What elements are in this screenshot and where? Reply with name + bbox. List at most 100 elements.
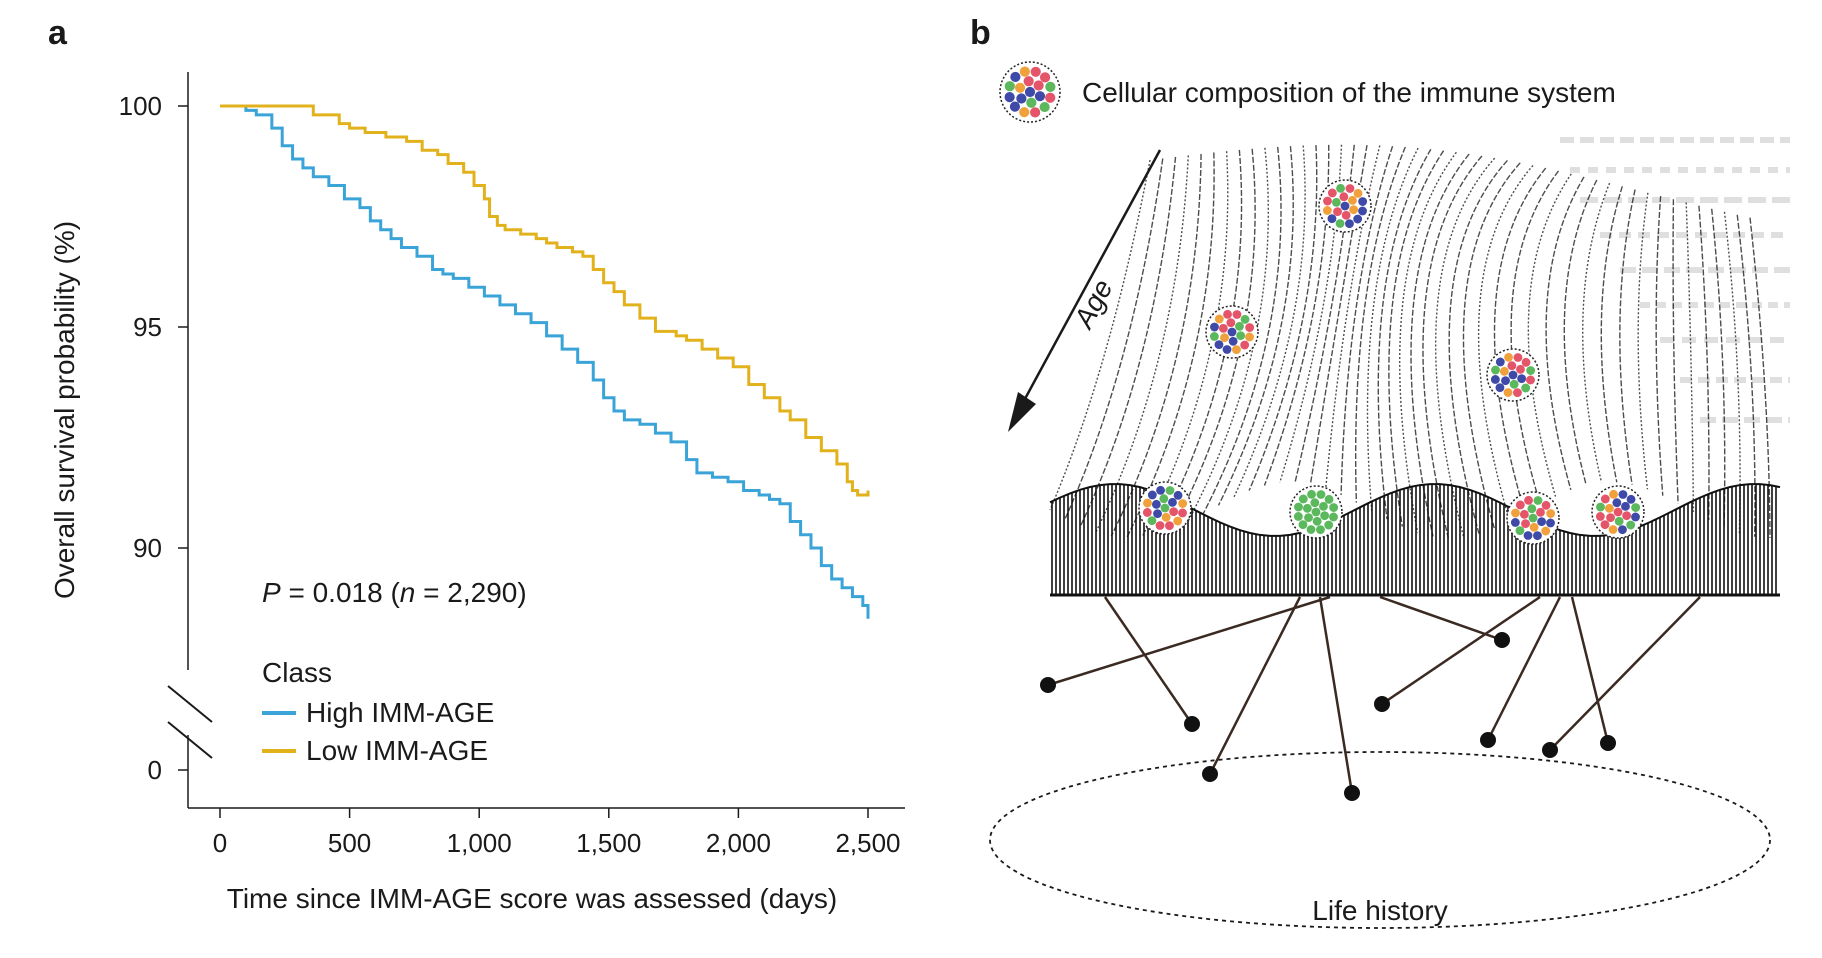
legend-label: Low IMM-AGE: [306, 735, 488, 766]
cell-dot: [1235, 321, 1244, 331]
waddington-surface: [1049, 144, 1771, 539]
surface-line: [1354, 146, 1406, 503]
surface-line: [1388, 150, 1445, 527]
cell-dot: [1302, 503, 1312, 513]
cell-dot: [1499, 366, 1509, 376]
age-label: Age: [1067, 274, 1119, 334]
cell-dot: [1353, 214, 1363, 224]
life-event-node: [1480, 732, 1496, 748]
x-tick-label: 2,000: [706, 828, 771, 858]
cell-dot: [1519, 509, 1529, 519]
cell-dot: [1331, 197, 1341, 207]
cell-dot: [1533, 531, 1542, 541]
cell-dot: [1521, 383, 1531, 393]
cell-dot: [1524, 495, 1533, 505]
life-history-connectors: [1040, 595, 1701, 801]
surface-line: [1619, 189, 1636, 485]
cell-dot: [1503, 388, 1513, 397]
x-ticks: 0 500 1,000 1,500 2,000 2,500: [213, 808, 901, 858]
cell-dot: [1210, 322, 1219, 332]
cell-dot: [1504, 352, 1513, 362]
age-arrow-head: [1008, 392, 1036, 432]
cell-dot: [1515, 500, 1525, 510]
cell-dot: [1214, 340, 1224, 350]
cell-dot: [1613, 507, 1623, 517]
surface-line: [1493, 167, 1547, 514]
landscape-cell: [1506, 491, 1560, 545]
landscape-cell: [1591, 485, 1645, 539]
cell-dot: [1324, 520, 1334, 530]
surface-line: [1410, 153, 1470, 537]
cell-dot: [1159, 494, 1169, 504]
life-event-node: [1184, 716, 1200, 732]
connector-line: [1381, 595, 1541, 706]
connector-line: [1549, 596, 1701, 751]
cell-dot: [1232, 310, 1242, 319]
surface-line: [1448, 159, 1508, 534]
surface-line: [1202, 146, 1282, 515]
cell-dot: [1606, 513, 1615, 523]
connector-line: [1208, 596, 1302, 775]
cell-dot: [1223, 309, 1232, 319]
cell-dot: [1155, 521, 1165, 530]
cell-dot: [1358, 206, 1367, 216]
cell-dot: [1541, 500, 1551, 510]
cell-dot: [1316, 490, 1326, 499]
y-ticks: 0 90 95 100: [119, 91, 188, 785]
landscape-cell: [1205, 305, 1259, 359]
cell-dot: [1495, 357, 1505, 367]
p-value: = 0.018 (: [281, 577, 401, 608]
surface-line: [1711, 208, 1726, 528]
connector-line: [1379, 595, 1503, 642]
cell-dot: [1546, 509, 1556, 518]
panel-label-a: a: [48, 14, 67, 52]
cell-dot: [1312, 516, 1322, 526]
surface-line: [1217, 146, 1294, 506]
cell-dot: [1019, 107, 1030, 118]
surface-line: [1340, 145, 1394, 495]
cell-dot: [1329, 512, 1338, 522]
cell-dot: [1339, 192, 1349, 202]
surface-line: [1685, 202, 1695, 512]
surface-line: [1582, 182, 1611, 483]
surface-line: [1698, 205, 1710, 521]
cell-dot: [1322, 206, 1332, 215]
cell-dot: [1214, 314, 1224, 324]
cell-dot: [1143, 498, 1152, 508]
cell-dot: [1220, 333, 1229, 343]
surface-line: [1110, 153, 1202, 537]
cell-dot: [1612, 498, 1622, 508]
surface-line: [1064, 158, 1164, 519]
cell-dot: [1509, 379, 1519, 389]
y-axis-title: Overall survival probability (%): [49, 221, 80, 599]
cell-dot: [1618, 490, 1628, 499]
cell-dot: [1311, 507, 1321, 517]
axis-break-mark-2: [167, 721, 213, 759]
n-value: = 2,290): [415, 577, 526, 608]
cell-dot: [1521, 519, 1530, 529]
surface-line: [1462, 162, 1521, 529]
cell-dot: [1510, 518, 1520, 527]
connector-line: [1318, 596, 1354, 794]
x-tick-label: 1,000: [447, 828, 512, 858]
legend-label: High IMM-AGE: [306, 697, 494, 728]
life-event-node: [1374, 696, 1390, 712]
cell-dot: [1142, 508, 1152, 517]
cell-dot: [1010, 71, 1021, 83]
cell-dot: [1245, 323, 1255, 332]
cell-dot: [1323, 196, 1332, 206]
cell-dot: [1039, 72, 1051, 83]
cell-dot: [1161, 512, 1171, 522]
cell-dot: [1604, 503, 1614, 513]
cell-dot: [1596, 502, 1605, 512]
cell-dot: [1600, 520, 1610, 530]
surface-line: [1749, 217, 1771, 539]
cell-dot: [1358, 197, 1368, 206]
connector-line: [1047, 595, 1331, 687]
cell-dot: [1304, 513, 1313, 523]
cell-dot: [1340, 201, 1350, 211]
cell-dot: [1147, 516, 1157, 526]
cell-composition-icon: [999, 61, 1061, 123]
cell-dot: [1626, 494, 1636, 504]
cell-dot: [1320, 511, 1330, 521]
